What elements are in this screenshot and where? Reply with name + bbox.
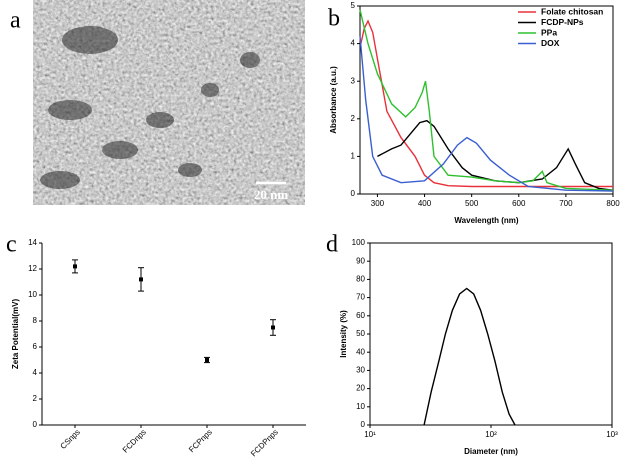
y-tick-label: 14 (28, 238, 37, 247)
y-tick-label: 6 (33, 342, 38, 351)
y-axis-title: Zeta Potential(mV) (11, 299, 20, 370)
y-tick-label: 100 (352, 238, 366, 247)
y-tick-label: 10 (356, 402, 365, 411)
plot-frame (359, 5, 614, 195)
x-tick-label: 400 (418, 199, 432, 208)
y-tick-label: 10 (28, 290, 37, 299)
tem-image-panel: a 20 nm (10, 0, 305, 205)
y-tick-label: 30 (356, 366, 365, 375)
x-tick-label: CSnps (59, 428, 82, 451)
y-tick-label: 5 (351, 1, 356, 10)
data-point (205, 358, 209, 362)
scale-label: 20 nm (254, 187, 288, 202)
panel-label: b (328, 6, 340, 32)
data-point (73, 264, 77, 269)
y-tick-label: 3 (351, 76, 356, 85)
y-tick-label: 20 (356, 384, 365, 393)
x-axis-title: Diameter (nm) (464, 447, 518, 456)
y-axis-title: Intensity (%) (339, 310, 348, 358)
data-point (271, 325, 275, 330)
y-tick-label: 90 (356, 256, 365, 265)
y-tick-label: 70 (356, 293, 365, 302)
legend-label: Folate chitosan (541, 6, 603, 16)
tem-particles (40, 26, 260, 189)
x-tick-label: 10² (485, 430, 497, 439)
y-tick-label: 2 (33, 394, 38, 403)
x-tick-label: 600 (512, 199, 526, 208)
legend-label: PPa (541, 27, 557, 37)
legend-label: FCDP-NPs (541, 17, 584, 27)
y-tick-label: 40 (356, 347, 365, 356)
y-tick-label: 60 (356, 311, 365, 320)
x-tick-label: 800 (606, 199, 620, 208)
x-tick-label: 10³ (606, 430, 618, 439)
panel-label: a (10, 8, 21, 34)
y-tick-label: 2 (351, 114, 356, 123)
y-tick-label: 4 (351, 39, 356, 48)
x-axis-title: Wavelength (nm) (454, 216, 518, 225)
data-point (139, 277, 143, 282)
x-tick-label: FCDnps (121, 428, 148, 455)
y-tick-label: 12 (28, 264, 37, 273)
data-line (359, 9, 614, 191)
y-tick-label: 4 (33, 368, 38, 377)
plot-frame (369, 242, 613, 426)
x-tick-label: 300 (371, 199, 385, 208)
data-line (360, 19, 613, 188)
panel-label: c (6, 232, 17, 258)
y-tick-label: 0 (361, 420, 366, 429)
x-tick-label: 700 (559, 199, 573, 208)
panel-label: d (326, 232, 338, 258)
x-tick-label: FCPnps (187, 428, 214, 455)
data-line (377, 119, 614, 191)
y-tick-label: 0 (351, 189, 356, 198)
data-line (423, 287, 516, 426)
x-tick-label: 500 (465, 199, 479, 208)
y-tick-label: 1 (351, 152, 356, 161)
y-tick-label: 50 (356, 329, 365, 338)
x-tick-label: FCDPnps (249, 428, 280, 457)
y-tick-label: 8 (33, 316, 38, 325)
y-tick-label: 0 (33, 420, 38, 429)
data-line (359, 36, 614, 192)
x-tick-label: 10¹ (364, 430, 376, 439)
y-axis-title: Absorbance (a.u.) (329, 66, 338, 134)
legend-label: DOX (541, 38, 560, 48)
y-tick-label: 80 (356, 275, 365, 284)
